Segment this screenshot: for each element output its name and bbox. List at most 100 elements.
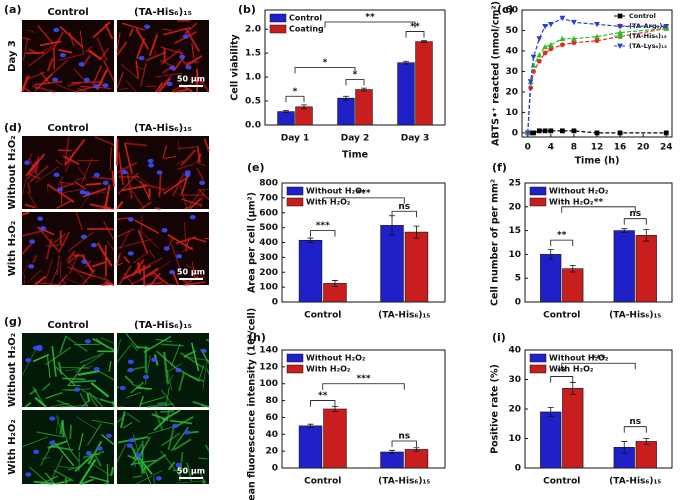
cell-fiber xyxy=(21,75,30,93)
significance-label: * xyxy=(293,87,298,97)
cell-fiber xyxy=(21,243,33,255)
y-axis-label: Mean fluorescence intensity (10³/cell) xyxy=(247,308,258,500)
cell-fiber xyxy=(162,145,168,159)
cell-fiber xyxy=(169,419,192,425)
cell-fiber xyxy=(116,200,124,210)
cell-fiber xyxy=(178,372,185,392)
cell-fiber xyxy=(119,87,129,90)
cell-fiber xyxy=(46,57,54,72)
significance-bracket xyxy=(623,426,647,433)
bar xyxy=(337,97,355,126)
legend-label: With H₂O₂ xyxy=(549,198,594,207)
cell-fiber xyxy=(198,457,208,460)
nucleus xyxy=(33,449,40,455)
significance-label: ns xyxy=(629,417,641,427)
nucleus xyxy=(93,366,100,372)
error-bar xyxy=(621,441,628,454)
nucleus xyxy=(40,226,47,231)
nucleus xyxy=(59,52,66,58)
cell-fiber xyxy=(74,181,85,188)
y-tick-label: 40 xyxy=(505,46,518,56)
marker xyxy=(594,33,600,40)
cell-fiber xyxy=(89,395,98,408)
cell-fiber xyxy=(183,221,187,252)
cell-fiber xyxy=(192,400,210,408)
cell-fiber xyxy=(116,344,132,363)
y-tick-label: 0 xyxy=(515,298,521,308)
cell-fiber xyxy=(50,482,54,485)
cell-fiber xyxy=(181,198,203,207)
bar xyxy=(404,449,429,469)
marker xyxy=(530,54,537,61)
marker xyxy=(663,130,669,136)
cell-fiber xyxy=(134,219,159,234)
cell-fiber xyxy=(56,199,73,209)
legend-label: Without H₂O₂ xyxy=(306,354,366,363)
cell-fiber xyxy=(88,391,104,408)
legend-label: (TA-Lys₆)₁₅ xyxy=(629,42,667,50)
y-tick-label: 30 xyxy=(508,375,521,385)
cell-fiber xyxy=(103,276,114,286)
bar xyxy=(277,111,295,126)
cell-fiber xyxy=(62,182,75,189)
cell-fiber xyxy=(116,262,123,266)
y-tick-label: 5 xyxy=(515,274,521,284)
cell-fiber xyxy=(158,174,162,198)
marker xyxy=(617,29,623,35)
cell-fiber xyxy=(79,30,84,54)
cell-fiber xyxy=(48,455,64,485)
x-tick-label: 4 xyxy=(548,143,554,153)
significance-label: * xyxy=(323,58,328,68)
legend-label: Control xyxy=(629,12,656,20)
y-tick-label: 20 xyxy=(508,202,521,212)
cell-fiber xyxy=(155,338,173,343)
x-tick-label: Control xyxy=(543,311,580,321)
cell-fiber xyxy=(79,190,94,210)
bar xyxy=(380,451,404,469)
cell-fiber xyxy=(108,361,112,372)
cell-fiber xyxy=(130,189,144,209)
nucleus xyxy=(78,62,85,67)
cell-fiber xyxy=(196,145,201,163)
significance-bracket xyxy=(623,218,647,225)
nucleus xyxy=(25,472,32,477)
cell-fiber xyxy=(160,450,181,476)
legend-label: (TA-His₆)₁₅ xyxy=(629,32,667,40)
y-tick-label: 80 xyxy=(265,396,278,406)
cell-fiber xyxy=(41,43,57,53)
legend-swatch xyxy=(529,364,547,374)
significance-bracket xyxy=(561,206,636,213)
significance-bracket xyxy=(285,95,305,103)
cell-fiber xyxy=(160,410,175,413)
cell-fiber xyxy=(80,478,94,485)
column-title: (TA-His₆)₁₅ xyxy=(134,320,192,331)
cell-fiber xyxy=(27,173,41,180)
cell-fiber xyxy=(155,283,176,286)
cell-fiber xyxy=(67,82,81,87)
cell-fiber xyxy=(25,29,36,33)
y-tick-label: 0.0 xyxy=(245,121,261,131)
y-tick-label: 1.0 xyxy=(245,73,261,83)
y-tick-label: 60 xyxy=(505,6,518,16)
cell-fiber xyxy=(91,419,115,425)
cell-fiber xyxy=(154,206,161,210)
cell-fiber xyxy=(57,361,63,375)
nucleus xyxy=(127,359,134,364)
y-tick-label: 0 xyxy=(512,128,518,138)
cell-fiber xyxy=(82,450,105,459)
cell-fiber xyxy=(24,401,32,408)
nucleus xyxy=(184,172,191,178)
cell-fiber xyxy=(57,274,68,286)
marker xyxy=(536,36,543,42)
cell-fiber xyxy=(180,352,205,369)
cell-fiber xyxy=(204,444,210,452)
x-tick-label: 20 xyxy=(637,143,650,153)
nucleus xyxy=(36,344,43,350)
marker xyxy=(663,23,670,30)
cell-fiber xyxy=(176,415,194,427)
bar xyxy=(295,106,313,126)
y-tick-label: 60 xyxy=(265,413,278,423)
nucleus xyxy=(93,172,100,178)
cell-fiber xyxy=(157,77,171,93)
legend-swatch xyxy=(286,353,304,363)
